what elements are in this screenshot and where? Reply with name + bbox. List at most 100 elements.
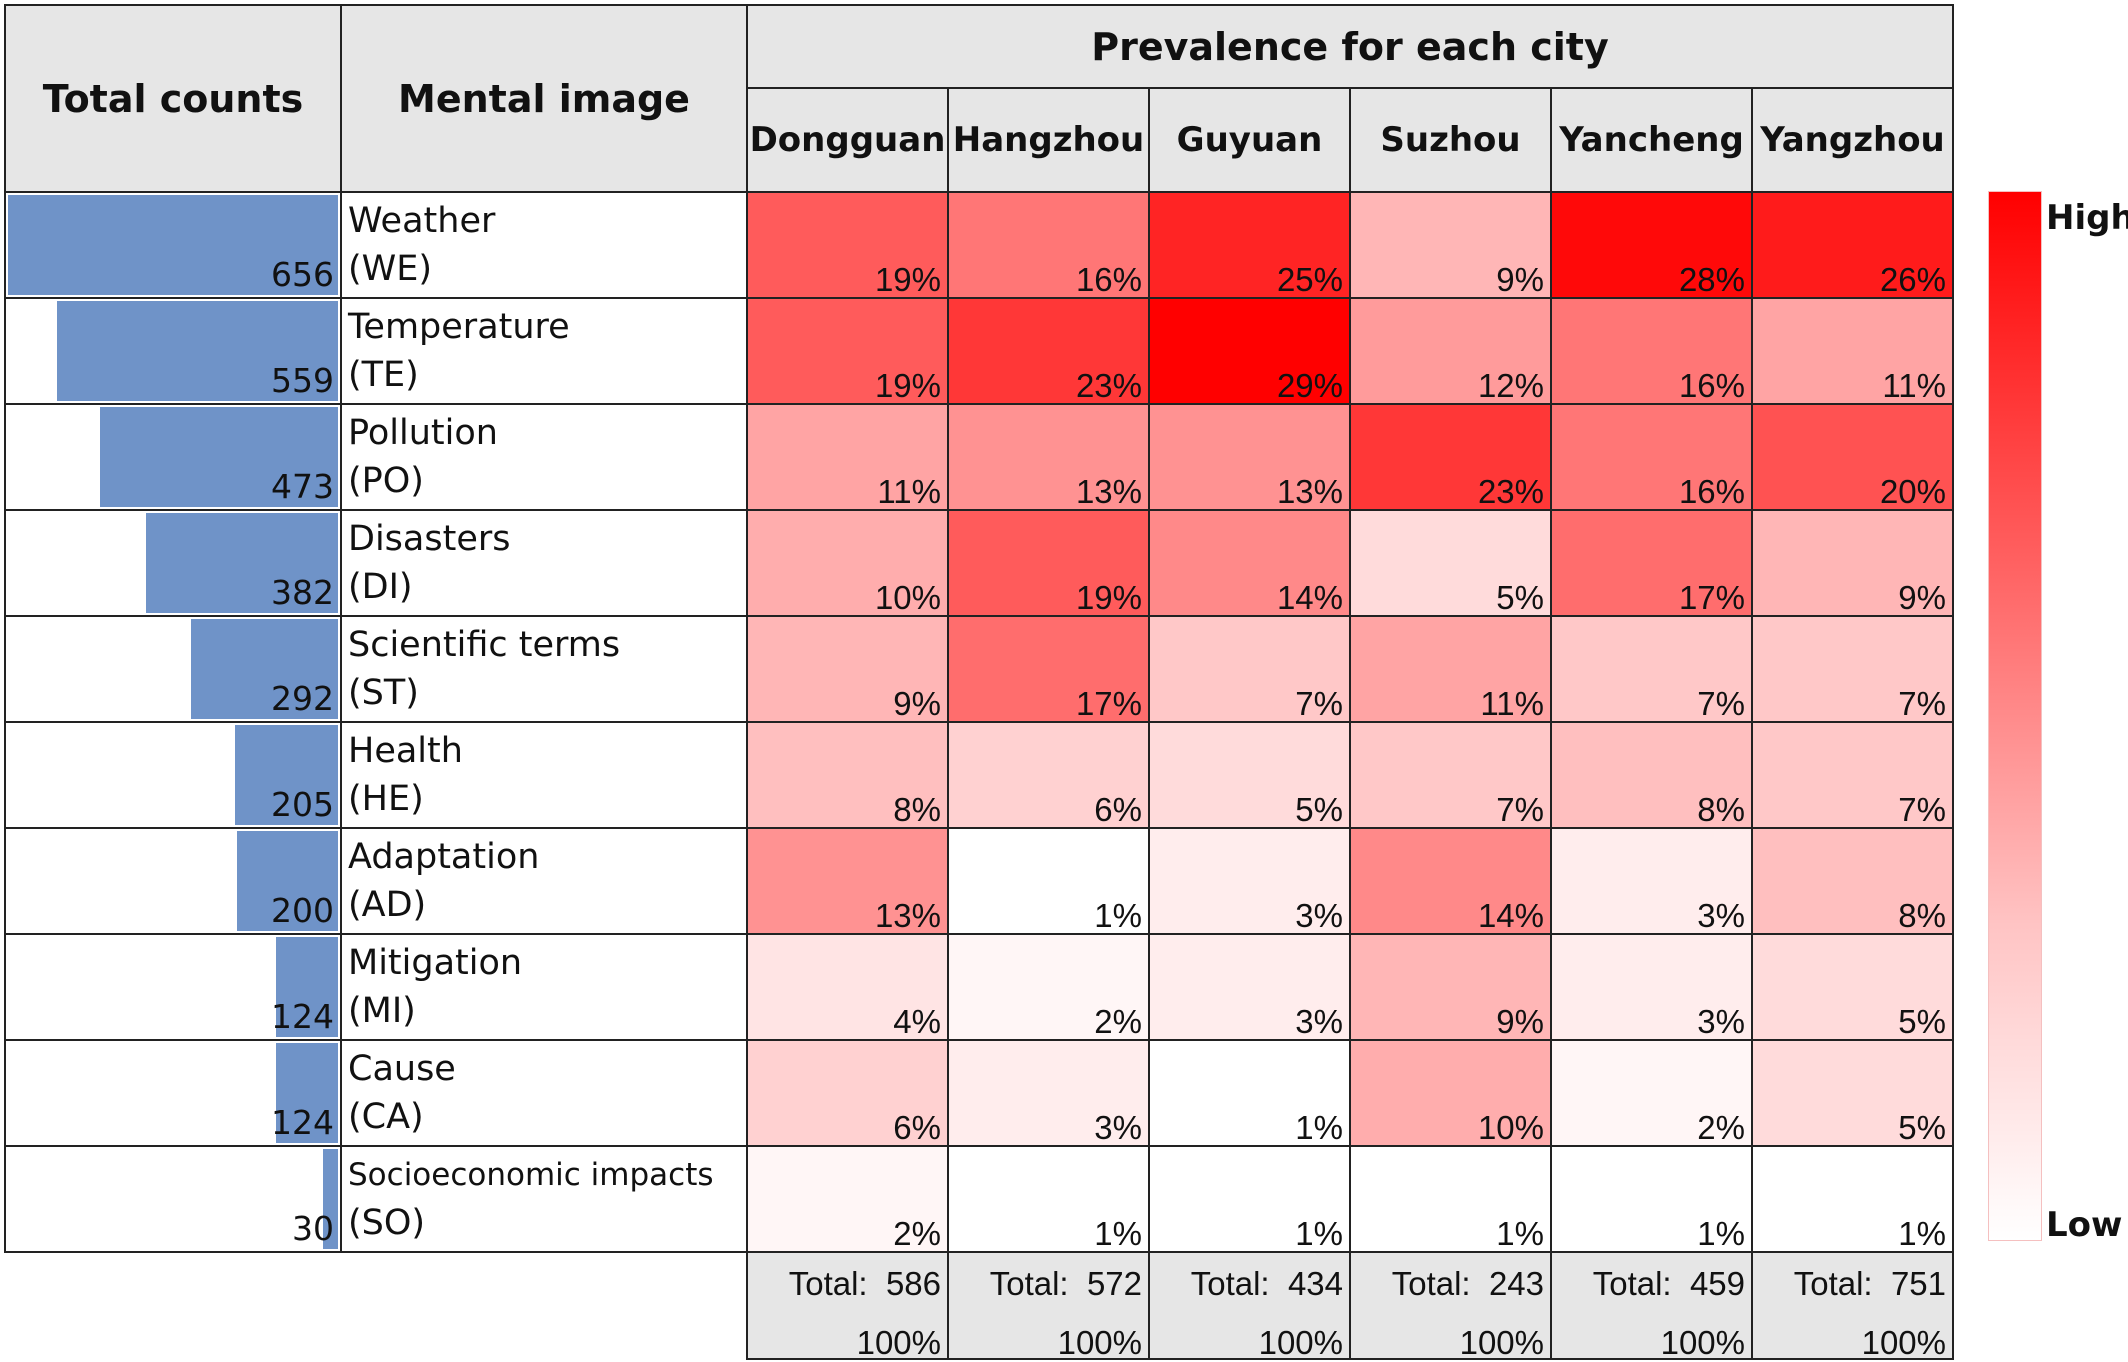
heatmap-value-label: 5% — [1295, 791, 1343, 828]
heatmap-cell: 9% — [1349, 933, 1552, 1041]
heatmap-cell: 5% — [1751, 933, 1954, 1041]
total-label: Total: — [1190, 1265, 1270, 1302]
heatmap-cell: 3% — [1550, 827, 1753, 935]
heatmap-cell: 16% — [947, 191, 1150, 299]
heatmap-cell: 11% — [1751, 297, 1954, 405]
heatmap-cell: 19% — [947, 509, 1150, 617]
heatmap-value-label: 1% — [1094, 1215, 1142, 1252]
heatmap-value-label: 8% — [1697, 791, 1745, 828]
heatmap-value-label: 3% — [1094, 1109, 1142, 1146]
heatmap-cell: 19% — [746, 191, 949, 299]
heatmap-value-label: 13% — [1276, 473, 1343, 510]
mental-image-code: (CA) — [348, 1097, 424, 1137]
heatmap-cell: 14% — [1148, 509, 1351, 617]
mental-image-name: Mitigation — [348, 943, 523, 983]
count-label: 656 — [271, 255, 334, 294]
heatmap-cell: 1% — [947, 1145, 1150, 1253]
heatmap-value-label: 5% — [1898, 1003, 1946, 1040]
heatmap-cell: 17% — [947, 615, 1150, 723]
heatmap-value-label: 13% — [874, 897, 941, 934]
heatmap-cell: 1% — [1349, 1145, 1552, 1253]
color-scale-bar — [1988, 191, 2042, 1241]
total-cell: Total: 751 100% — [1751, 1251, 1954, 1361]
mental-image-name: Socioeconomic impacts — [348, 1157, 714, 1193]
heatmap-value-label: 1% — [1898, 1215, 1946, 1252]
total-percent: 100% — [1057, 1324, 1142, 1361]
mental-image-code: (PO) — [348, 461, 424, 501]
heatmap-cell: 9% — [1349, 191, 1552, 299]
mental-image-name: Disasters — [348, 519, 511, 559]
heatmap-value-label: 2% — [893, 1215, 941, 1252]
heatmap-value-label: 4% — [893, 1003, 941, 1040]
heatmap-value-label: 3% — [1295, 1003, 1343, 1040]
mental-image-cell — [340, 297, 748, 405]
total-label: Total: — [1391, 1265, 1471, 1302]
city-header: Hangzhou — [947, 87, 1150, 193]
heatmap-cell: 26% — [1751, 191, 1954, 299]
heatmap-cell: 9% — [1751, 509, 1954, 617]
heatmap-value-label: 3% — [1697, 897, 1745, 934]
heatmap-value-label: 6% — [893, 1109, 941, 1146]
heatmap-value-label: 19% — [874, 367, 941, 404]
heatmap-cell: 13% — [1148, 403, 1351, 511]
heatmap-value-label: 7% — [1496, 791, 1544, 828]
mental-image-code: (DI) — [348, 567, 413, 607]
heatmap-cell: 23% — [947, 297, 1150, 405]
heatmap-cell: 3% — [1148, 933, 1351, 1041]
heatmap-cell: 4% — [746, 933, 949, 1041]
heatmap-cell: 16% — [1550, 297, 1753, 405]
heatmap-cell: 2% — [1550, 1039, 1753, 1147]
mental-image-code: (WE) — [348, 249, 433, 289]
heatmap-value-label: 19% — [1075, 579, 1142, 616]
heatmap-value-label: 10% — [874, 579, 941, 616]
heatmap-cell: 12% — [1349, 297, 1552, 405]
heatmap-cell: 7% — [1349, 721, 1552, 829]
mental-image-name: Weather — [348, 201, 496, 241]
total-count: 459 — [1689, 1265, 1745, 1302]
heatmap-value-label: 3% — [1697, 1003, 1745, 1040]
mental-image-code: (TE) — [348, 355, 419, 395]
total-count-cell — [4, 1145, 342, 1253]
heatmap-value-label: 7% — [1898, 685, 1946, 722]
heatmap-value-label: 19% — [874, 261, 941, 298]
heatmap-value-label: 6% — [1094, 791, 1142, 828]
heatmap-value-label: 1% — [1094, 897, 1142, 934]
city-header: Yancheng — [1550, 87, 1753, 193]
total-count: 243 — [1488, 1265, 1544, 1302]
heatmap-cell: 1% — [1751, 1145, 1954, 1253]
count-label: 473 — [271, 467, 334, 506]
heatmap-value-label: 29% — [1276, 367, 1343, 404]
total-cell: Total: 243 100% — [1349, 1251, 1552, 1361]
total-percent: 100% — [1258, 1324, 1343, 1361]
mental-image-name: Pollution — [348, 413, 498, 453]
mental-image-code: (HE) — [348, 779, 424, 819]
count-label: 205 — [271, 785, 334, 824]
count-label: 382 — [271, 573, 334, 612]
heatmap-cell: 23% — [1349, 403, 1552, 511]
heatmap-value-label: 1% — [1697, 1215, 1745, 1252]
count-bar — [100, 407, 338, 507]
heatmap-value-label: 12% — [1477, 367, 1544, 404]
total-count: 572 — [1086, 1265, 1142, 1302]
heatmap-cell: 1% — [1550, 1145, 1753, 1253]
heatmap-cell: 5% — [1148, 721, 1351, 829]
heatmap-cell: 11% — [1349, 615, 1552, 723]
legend-high-label: High — [2046, 198, 2128, 238]
heatmap-cell: 8% — [1550, 721, 1753, 829]
heatmap-cell: 7% — [1751, 721, 1954, 829]
heatmap-value-label: 1% — [1295, 1215, 1343, 1252]
city-header: Dongguan — [746, 87, 949, 193]
count-bar — [237, 831, 338, 931]
heatmap-cell: 11% — [746, 403, 949, 511]
count-bar — [323, 1149, 338, 1249]
mental-image-cell — [340, 827, 748, 935]
heatmap-cell: 6% — [746, 1039, 949, 1147]
heatmap-cell: 6% — [947, 721, 1150, 829]
heatmap-value-label: 9% — [1496, 1003, 1544, 1040]
mental-image-cell — [340, 1145, 748, 1253]
count-label: 124 — [271, 1103, 334, 1142]
heatmap-value-label: 5% — [1898, 1109, 1946, 1146]
count-bar — [191, 619, 338, 719]
heatmap-value-label: 17% — [1678, 579, 1745, 616]
heatmap-value-label: 28% — [1678, 261, 1745, 298]
